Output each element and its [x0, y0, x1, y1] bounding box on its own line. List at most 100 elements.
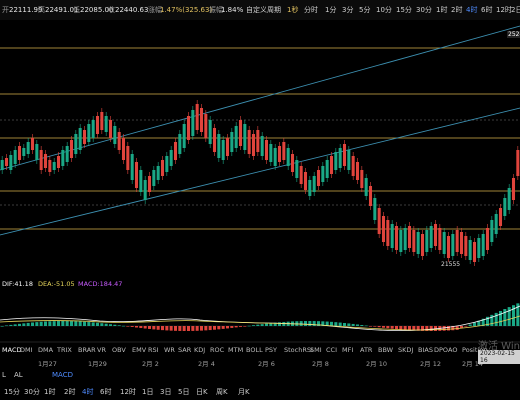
- candle-body: [230, 132, 234, 152]
- indicator-dpo[interactable]: DPO: [434, 346, 449, 354]
- indicator-dma[interactable]: DMA: [38, 346, 54, 354]
- timeframe-intraday[interactable]: 分时: [304, 6, 318, 14]
- indicator-rsi[interactable]: RSI: [148, 346, 159, 354]
- indicator-dmi[interactable]: DMI: [20, 346, 33, 354]
- indicator-stochrsi[interactable]: StochRSI: [284, 346, 313, 354]
- candle-body: [282, 142, 286, 160]
- macd-bar: [191, 326, 195, 331]
- indicator-mtm[interactable]: MTM: [228, 346, 244, 354]
- macd-bar: [143, 326, 147, 329]
- timeframe-15m[interactable]: 15分: [396, 6, 412, 14]
- macd-bar: [221, 326, 225, 329]
- candle-body: [438, 228, 442, 250]
- macd-bar: [394, 326, 399, 330]
- macd-bar: [186, 326, 191, 331]
- macd-bar: [451, 326, 455, 331]
- bottom-timeframe-3[interactable]: 2时: [64, 388, 76, 396]
- candle-body: [156, 166, 160, 180]
- bottom-timeframe-9[interactable]: 5日: [178, 388, 190, 396]
- high-value: 22491.01: [45, 6, 79, 14]
- indicator-sar[interactable]: SAR: [178, 346, 192, 354]
- candle-body: [355, 162, 360, 180]
- bottom-timeframe-10[interactable]: 日K: [196, 388, 208, 396]
- indicator-ao[interactable]: AO: [448, 346, 458, 354]
- custom-period-button[interactable]: 自定义周期: [246, 6, 281, 14]
- bottom-timeframe-11[interactable]: 周K: [216, 388, 228, 396]
- indicator-mfi[interactable]: MFI: [342, 346, 354, 354]
- low-marker-label: 21555: [441, 261, 461, 268]
- macd-bar: [126, 326, 130, 327]
- indicator-boll[interactable]: BOLL: [246, 346, 263, 354]
- candle-body: [82, 130, 87, 144]
- indicator-smi[interactable]: SMI: [310, 346, 322, 354]
- candle-body: [498, 208, 503, 226]
- macd-bar: [48, 321, 52, 326]
- tab-al[interactable]: AL: [14, 371, 23, 379]
- indicator-bias[interactable]: BIAS: [418, 346, 433, 354]
- timeframe-2h[interactable]: 2时: [451, 6, 463, 14]
- indicator-macd[interactable]: MACD: [2, 346, 22, 354]
- bottom-timeframe-7[interactable]: 1日: [142, 388, 154, 396]
- bottom-timeframe-8[interactable]: 3日: [160, 388, 172, 396]
- bottom-timeframe-1[interactable]: 30分: [24, 388, 40, 396]
- tab-l[interactable]: L: [2, 371, 6, 379]
- bottom-timeframe-4[interactable]: 4时: [82, 388, 94, 396]
- timeframe-1s[interactable]: 1秒: [287, 6, 299, 14]
- bottom-timeframe-12[interactable]: 月K: [238, 388, 250, 396]
- timeframe-2d[interactable]: 2日: [511, 6, 520, 14]
- candle-body: [269, 144, 273, 162]
- tab-macd[interactable]: MACD: [52, 371, 73, 379]
- candle-body: [56, 156, 61, 168]
- bottom-timeframe-6[interactable]: 12时: [120, 388, 136, 396]
- candle-body: [303, 172, 308, 190]
- indicator-kdj[interactable]: KDJ: [194, 346, 206, 354]
- timeframe-1m[interactable]: 1分: [325, 6, 337, 14]
- macd-bar: [334, 322, 338, 326]
- macd-bar: [56, 321, 61, 326]
- indicator-vr[interactable]: VR: [97, 346, 106, 354]
- timeframe-3m[interactable]: 3分: [342, 6, 354, 14]
- indicator-psy[interactable]: PSY: [265, 346, 278, 354]
- candle-body: [78, 128, 82, 150]
- candle-body: [511, 178, 516, 200]
- indicator-position[interactable]: Position: [462, 346, 488, 354]
- macd-bar: [481, 318, 485, 326]
- candle-body: [377, 208, 381, 234]
- candle-body: [429, 226, 433, 248]
- indicator-trix[interactable]: TRIX: [57, 346, 72, 354]
- candle-body: [485, 228, 490, 250]
- macd-bar: [386, 326, 390, 329]
- timeframe-4h[interactable]: 4时: [466, 6, 478, 14]
- macd-bar: [360, 324, 364, 326]
- indicator-roc[interactable]: ROC: [210, 346, 225, 354]
- bottom-timeframe-5[interactable]: 6时: [100, 388, 112, 396]
- candle-body: [386, 220, 390, 246]
- indicator-obv[interactable]: OBV: [112, 346, 126, 354]
- timeframe-10m[interactable]: 10分: [376, 6, 392, 14]
- indicator-atr[interactable]: ATR: [360, 346, 373, 354]
- indicator-skdj[interactable]: SKDJ: [398, 346, 414, 354]
- indicator-brar[interactable]: BRAR: [78, 346, 96, 354]
- date-tick: 2月 8: [312, 360, 329, 368]
- macd-bar: [173, 326, 178, 331]
- macd-bar: [260, 324, 264, 326]
- candle-body: [407, 226, 412, 248]
- indicator-bbw[interactable]: BBW: [378, 346, 394, 354]
- timeframe-6h[interactable]: 6时: [481, 6, 493, 14]
- macd-bar: [303, 321, 308, 326]
- bottom-timeframe-2[interactable]: 1时: [44, 388, 56, 396]
- bottom-timeframe-0[interactable]: 15分: [4, 388, 20, 396]
- timeframe-30m[interactable]: 30分: [416, 6, 432, 14]
- timeframe-1h[interactable]: 1时: [436, 6, 448, 14]
- indicator-emv[interactable]: EMV: [132, 346, 147, 354]
- macd-bar: [35, 322, 39, 326]
- timeframe-5m[interactable]: 5分: [359, 6, 371, 14]
- indicator-cci[interactable]: CCI: [326, 346, 337, 354]
- top-info-bar: 开 22111.99 高 22491.01 低 22085.00 收 22440…: [0, 0, 520, 20]
- candlestick-chart[interactable]: [0, 20, 520, 343]
- candle-body: [364, 178, 368, 196]
- candle-body: [52, 162, 56, 170]
- timeframe-12h[interactable]: 12时: [496, 6, 512, 14]
- indicator-wr[interactable]: WR: [164, 346, 175, 354]
- candle-body: [26, 142, 30, 154]
